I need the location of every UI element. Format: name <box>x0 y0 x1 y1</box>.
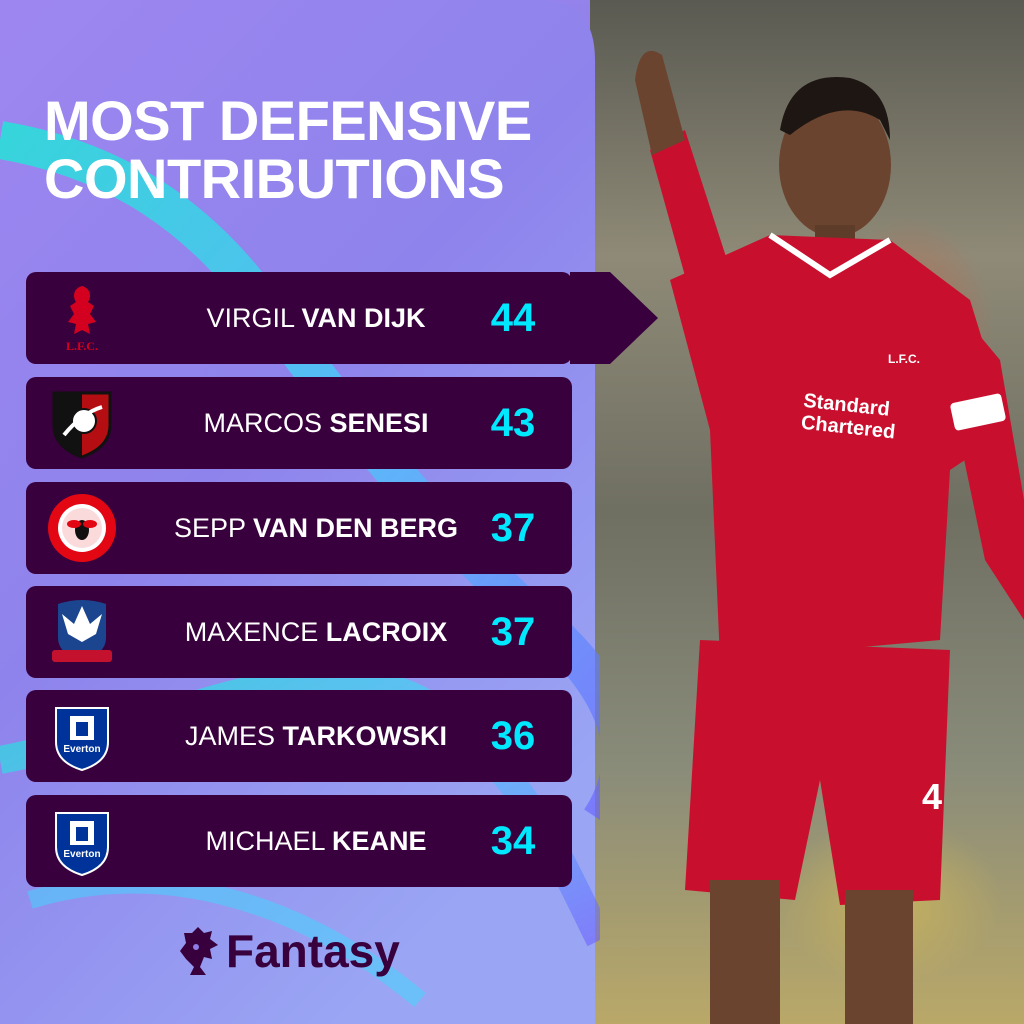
stat-value: 43 <box>490 400 536 445</box>
player-name: MAXENCE LACROIX <box>136 617 496 648</box>
stat-value: 37 <box>490 505 536 550</box>
player-last-name: VAN DEN BERG <box>253 512 459 543</box>
player-name: JAMES TARKOWSKI <box>136 721 496 752</box>
player-last-name: KEANE <box>332 825 427 856</box>
player-first-name: MAXENCE <box>184 616 319 647</box>
fantasy-brand: Fantasy <box>176 924 400 978</box>
title-line-1: MOST DEFENSIVE <box>44 89 532 152</box>
player-first-name: JAMES <box>184 720 276 751</box>
player-first-name: MARCOS <box>203 407 322 438</box>
player-last-name: SENESI <box>329 407 429 438</box>
premier-league-lion-icon <box>180 927 218 975</box>
player-first-name: SEPP <box>173 512 246 543</box>
pointer-arrow <box>570 272 658 364</box>
shirt-crest-label: L.F.C. <box>888 352 920 366</box>
svg-text:Everton: Everton <box>63 744 100 755</box>
svg-text:L.F.C.: L.F.C. <box>66 339 98 353</box>
stat-value: 36 <box>490 713 536 758</box>
ranking-row: MAXENCE LACROIX 37 <box>26 586 572 678</box>
svg-text:Everton: Everton <box>63 849 100 860</box>
player-name: MARCOS SENESI <box>136 408 496 439</box>
everton-crest-icon: Everton <box>55 707 109 772</box>
ranking-row: MARCOS SENESI 43 <box>26 377 572 469</box>
ranking-row: L.F.C. VIRGIL VAN DIJK 44 <box>26 272 572 364</box>
shorts-number-label: 4 <box>922 776 943 817</box>
stat-value: 34 <box>490 818 536 863</box>
everton-crest-icon: Everton <box>55 812 109 877</box>
player-name: VIRGIL VAN DIJK <box>136 303 496 334</box>
ranking-row: Everton MICHAEL KEANE 34 <box>26 795 572 887</box>
player-first-name: MICHAEL <box>205 825 325 856</box>
player-figure <box>635 50 1024 1024</box>
ranking-row: Everton JAMES TARKOWSKI 36 <box>26 690 572 782</box>
player-name: SEPP VAN DEN BERG <box>136 513 496 544</box>
liverpool-crest-icon: L.F.C. <box>66 286 98 353</box>
player-last-name: LACROIX <box>325 616 448 647</box>
player-last-name: TARKOWSKI <box>282 720 448 751</box>
player-first-name: VIRGIL <box>206 302 294 333</box>
brentford-crest-icon <box>48 494 116 562</box>
page-title: MOST DEFENSIVE CONTRIBUTIONS <box>44 92 584 208</box>
player-last-name: VAN DIJK <box>301 302 426 333</box>
crystal-palace-crest-icon <box>52 600 112 662</box>
player-name: MICHAEL KEANE <box>136 826 496 857</box>
title-line-2: CONTRIBUTIONS <box>44 147 505 210</box>
stat-value: 44 <box>490 295 536 340</box>
stat-value: 37 <box>490 609 536 654</box>
player-photo: L.F.C. Standard Chartered Captain 4 <box>590 0 1024 1024</box>
bournemouth-crest-icon <box>52 391 112 459</box>
fantasy-wordmark: Fantasy <box>226 925 400 977</box>
ranking-row: SEPP VAN DEN BERG 37 <box>26 482 572 574</box>
